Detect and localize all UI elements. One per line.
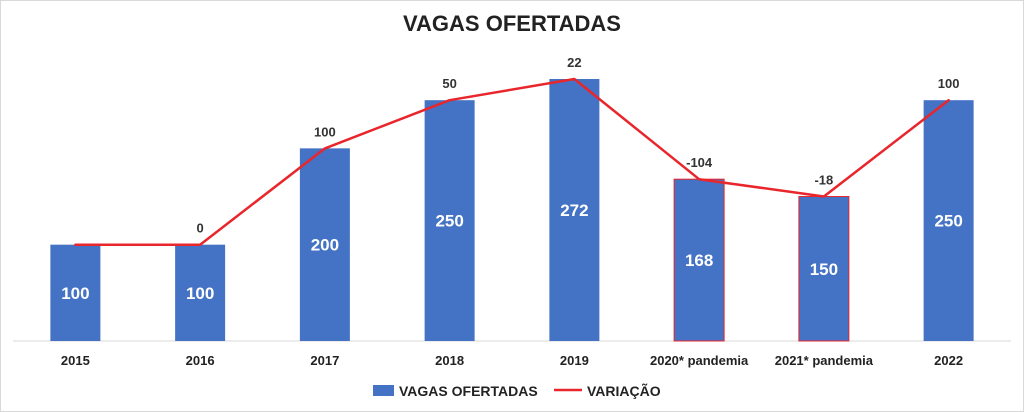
legend-bar-label: VAGAS OFERTADAS [399,383,538,399]
variation-label-4: 22 [567,55,581,70]
bar-7 [923,100,974,341]
category-label-0: 2015 [61,353,90,368]
bar-3 [424,100,475,341]
category-label-6: 2021* pandemia [775,353,874,368]
variation-label-1: 0 [197,221,204,236]
bars-layer [50,79,974,342]
bar-6 [798,196,850,342]
bar-1 [175,244,226,341]
category-label-7: 2022 [934,353,963,368]
legend: VAGAS OFERTADAS VARIAÇÃO [373,382,661,399]
bar-value-label-1: 100 [186,284,214,303]
variation-label-2: 100 [314,124,336,139]
bar-value-label-6: 150 [810,260,838,279]
bar-value-label-0: 100 [61,284,89,303]
variation-label-6: -18 [814,173,833,188]
bar-2 [299,148,350,341]
variation-label-7: 100 [938,76,960,91]
bar-value-label-7: 250 [934,212,962,231]
variation-label-3: 50 [442,76,456,91]
variation-line [74,77,950,246]
line-layer [74,77,950,246]
labels-layer: 100 2015 100 2016 200 2017 250 2018 272 2019 168 20… [61,55,963,368]
bar-value-label-3: 250 [435,212,463,231]
variation-label-5: -104 [686,155,713,170]
bar-5 [673,178,725,342]
category-label-3: 2018 [435,353,464,368]
legend-line-label: VARIAÇÃO [587,382,661,399]
bar-value-label-4: 272 [560,201,588,220]
bar-0 [50,244,101,341]
category-label-1: 2016 [186,353,215,368]
category-label-5: 2020* pandemia [650,353,749,368]
category-label-4: 2019 [560,353,589,368]
bar-value-label-2: 200 [311,236,339,255]
bar-value-label-5: 168 [685,251,713,270]
category-label-2: 2017 [310,353,339,368]
bar-4 [549,79,600,341]
chart-title: VAGAS OFERTADAS [403,11,621,36]
legend-bar-swatch [373,385,394,396]
